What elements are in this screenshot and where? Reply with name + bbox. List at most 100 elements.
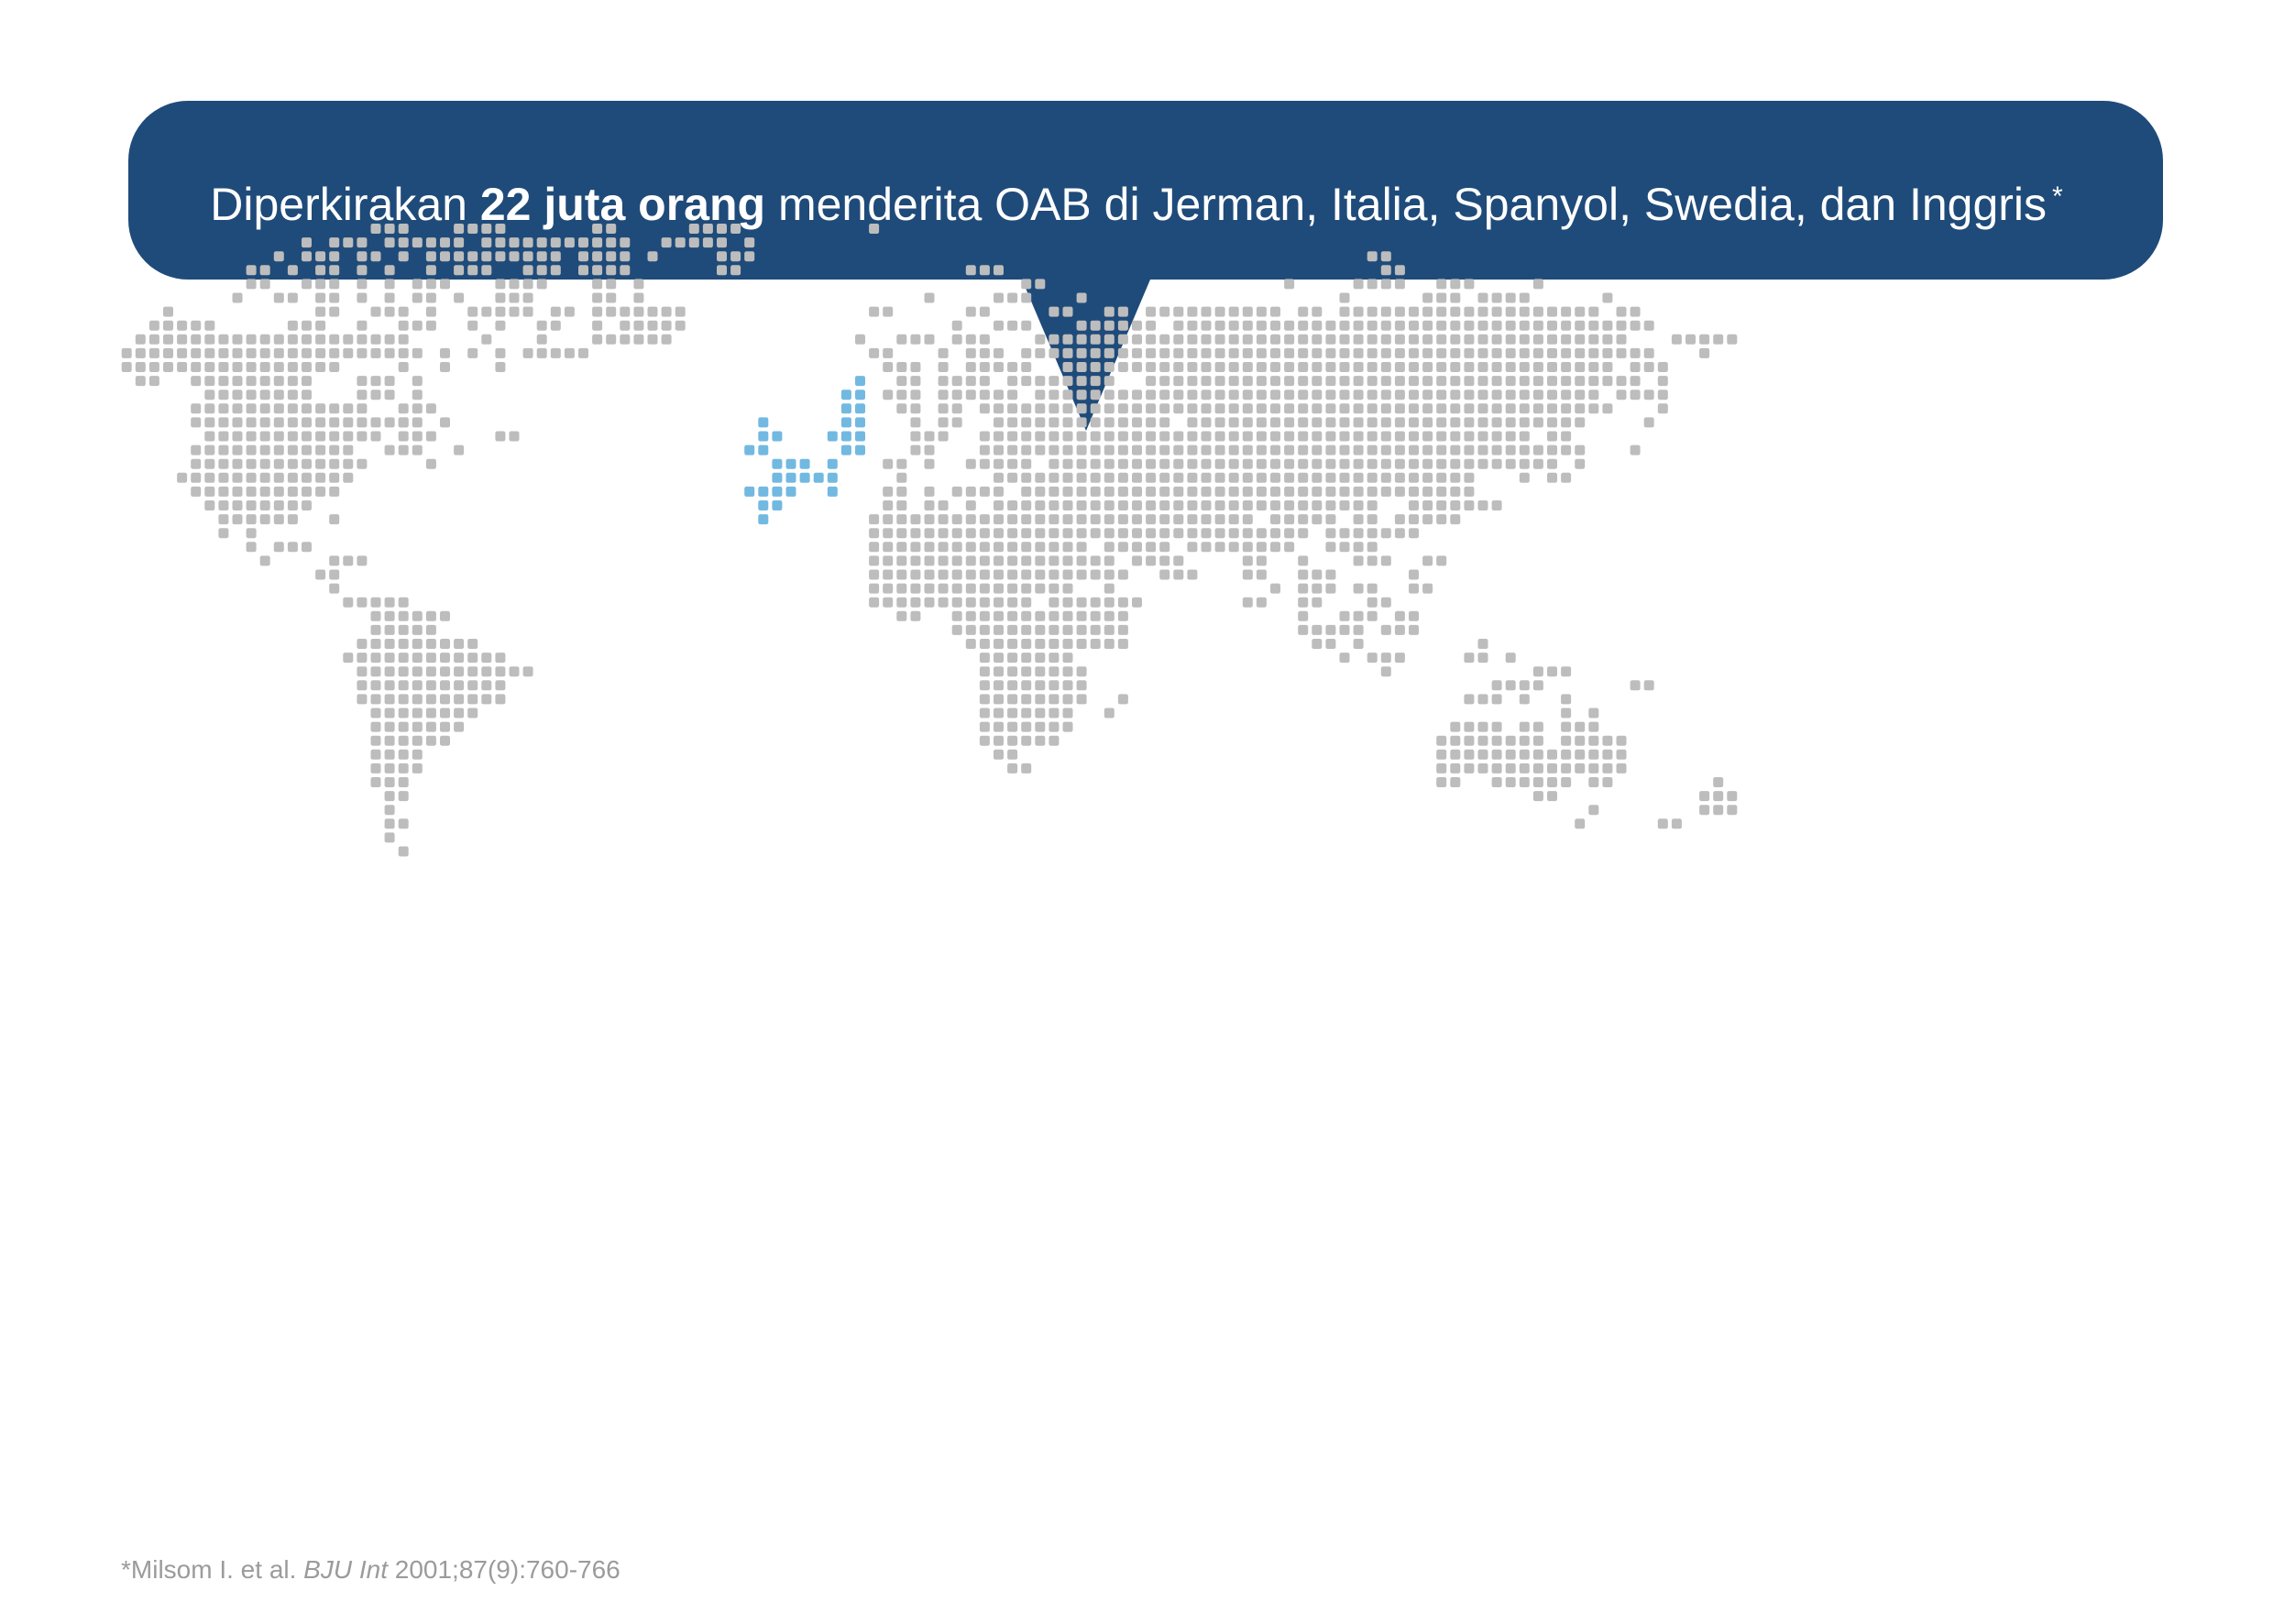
land-dot <box>1519 320 1530 331</box>
land-dot <box>1132 514 1142 525</box>
land-dot <box>481 237 492 248</box>
land-dot <box>965 265 976 276</box>
land-dot <box>994 708 1004 719</box>
land-dot <box>1491 320 1502 331</box>
land-dot <box>979 431 990 442</box>
land-dot <box>1575 376 1586 387</box>
land-dot <box>965 458 976 469</box>
land-dot <box>398 791 409 802</box>
land-dot <box>1173 444 1184 455</box>
land-dot <box>1436 376 1447 387</box>
land-dot <box>1575 721 1586 732</box>
land-dot <box>1049 542 1060 553</box>
land-dot <box>246 279 257 290</box>
land-dot <box>1049 569 1060 580</box>
land-dot <box>1021 486 1032 497</box>
land-dot <box>1007 514 1018 525</box>
land-dot <box>398 763 409 774</box>
land-dot <box>1228 444 1239 455</box>
land-dot <box>938 403 949 414</box>
land-dot <box>1643 347 1654 358</box>
land-dot <box>1588 749 1599 760</box>
land-dot <box>204 458 215 469</box>
land-dot <box>924 458 935 469</box>
land-dot <box>896 500 907 510</box>
land-dot <box>924 597 935 608</box>
land-dot <box>910 417 921 428</box>
land-dot <box>1159 569 1170 580</box>
land-dot <box>1312 624 1323 635</box>
land-dot <box>1214 458 1225 469</box>
land-dot <box>1090 458 1101 469</box>
land-dot <box>578 265 588 276</box>
land-dot <box>1505 653 1516 664</box>
land-dot <box>218 486 229 497</box>
land-dot <box>910 583 921 594</box>
land-dot <box>1117 610 1128 621</box>
land-dot <box>135 376 146 387</box>
land-dot <box>1394 347 1405 358</box>
land-dot <box>481 666 492 677</box>
land-dot <box>1298 390 1309 401</box>
land-dot <box>273 390 284 401</box>
land-dot <box>357 279 368 290</box>
land-dot <box>1007 708 1018 719</box>
footnote-marker: * <box>121 1555 131 1584</box>
land-dot <box>1505 444 1516 455</box>
land-dot <box>302 362 312 372</box>
land-dot <box>1325 583 1336 594</box>
land-dot <box>357 680 368 691</box>
land-dot <box>1062 542 1073 553</box>
land-dot <box>951 597 962 608</box>
land-dot <box>1450 390 1461 401</box>
land-dot <box>1159 555 1170 566</box>
land-dot <box>1062 610 1073 621</box>
highlight-dot <box>744 486 755 497</box>
land-dot <box>965 597 976 608</box>
land-dot <box>1007 694 1018 705</box>
land-dot <box>1214 431 1225 442</box>
land-dot <box>1062 721 1073 732</box>
land-dot <box>1007 362 1018 372</box>
land-dot <box>1409 417 1419 428</box>
land-dot <box>398 818 409 829</box>
land-dot <box>1312 362 1323 372</box>
land-dot <box>1117 320 1128 331</box>
land-dot <box>1450 347 1461 358</box>
land-dot <box>1450 279 1461 290</box>
land-dot <box>979 694 990 705</box>
land-dot <box>1173 555 1184 566</box>
land-dot <box>1532 390 1543 401</box>
land-dot <box>1298 376 1309 387</box>
land-dot <box>1505 403 1516 414</box>
land-dot <box>1021 763 1032 774</box>
callout-asterisk: * <box>2052 181 2063 212</box>
land-dot <box>273 472 284 483</box>
land-dot <box>1394 334 1405 345</box>
land-dot <box>1117 306 1128 317</box>
highlight-dot <box>840 431 851 442</box>
land-dot <box>204 347 215 358</box>
land-dot <box>1035 500 1046 510</box>
land-dot <box>1532 334 1543 345</box>
land-dot <box>1409 486 1419 497</box>
land-dot <box>1035 721 1046 732</box>
land-dot <box>384 694 395 705</box>
land-dot <box>218 347 229 358</box>
land-dot <box>398 320 409 331</box>
land-dot <box>1284 514 1295 525</box>
land-dot <box>1076 444 1087 455</box>
land-dot <box>398 347 409 358</box>
land-dot <box>1021 569 1032 580</box>
land-dot <box>357 431 368 442</box>
land-dot <box>910 610 921 621</box>
land-dot <box>1394 390 1405 401</box>
land-dot <box>730 265 741 276</box>
land-dot <box>1588 708 1599 719</box>
land-dot <box>1062 708 1073 719</box>
land-dot <box>509 306 520 317</box>
land-dot <box>924 444 935 455</box>
land-dot <box>1409 403 1419 414</box>
land-dot <box>1104 320 1115 331</box>
land-dot <box>1214 472 1225 483</box>
